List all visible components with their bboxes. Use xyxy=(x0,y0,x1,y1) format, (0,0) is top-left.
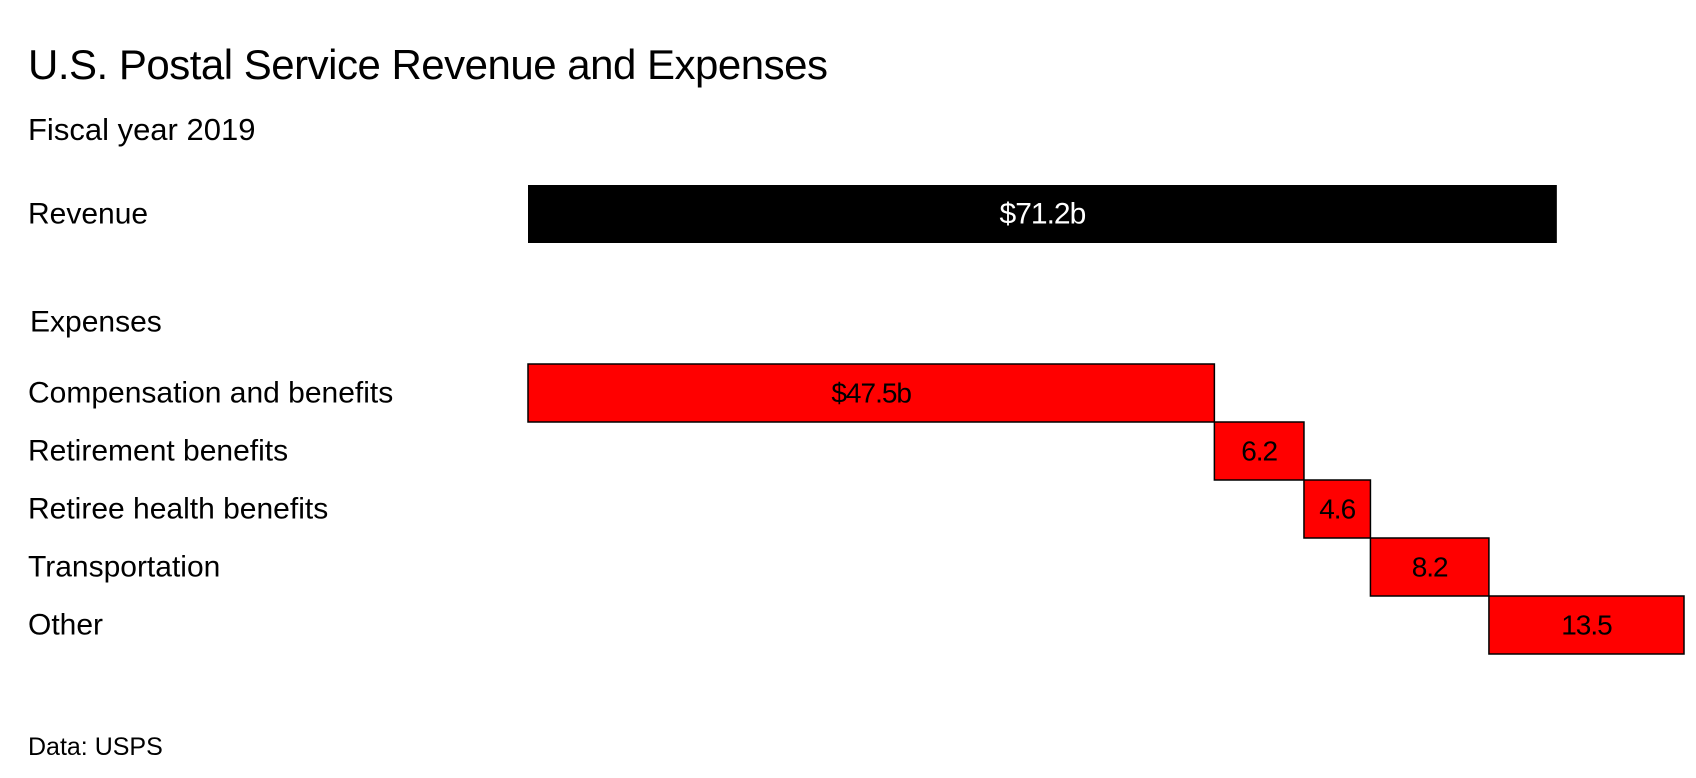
data-label-revenue: $71.2b xyxy=(1000,198,1086,231)
data-label-transportation: 8.2 xyxy=(1412,552,1448,583)
chart-subtitle: Fiscal year 2019 xyxy=(28,112,256,147)
row-label-other: Other xyxy=(28,609,103,642)
bar-other xyxy=(1488,595,1685,655)
expenses-heading: Expenses xyxy=(30,306,162,339)
bar-retirement-benefits xyxy=(1213,421,1305,481)
data-label-retirement-benefits: 6.2 xyxy=(1241,436,1277,467)
row-label-compensation-and-benefits: Compensation and benefits xyxy=(28,377,393,410)
data-label-retiree-health-benefits: 4.6 xyxy=(1319,494,1355,525)
row-label-retiree-health-benefits: Retiree health benefits xyxy=(28,493,328,526)
source-note: Data: USPS xyxy=(28,733,163,761)
bar-revenue xyxy=(528,185,1557,243)
bar-retiree-health-benefits xyxy=(1303,479,1372,539)
row-label-retirement-benefits: Retirement benefits xyxy=(28,435,288,468)
row-label-revenue: Revenue xyxy=(28,198,148,231)
bar-compensation-and-benefits xyxy=(527,363,1216,423)
bar-transportation xyxy=(1369,537,1490,597)
chart-title: U.S. Postal Service Revenue and Expenses xyxy=(28,41,828,88)
data-label-compensation-and-benefits: $47.5b xyxy=(831,378,911,409)
data-label-other: 13.5 xyxy=(1561,610,1612,641)
row-label-transportation: Transportation xyxy=(28,551,220,584)
